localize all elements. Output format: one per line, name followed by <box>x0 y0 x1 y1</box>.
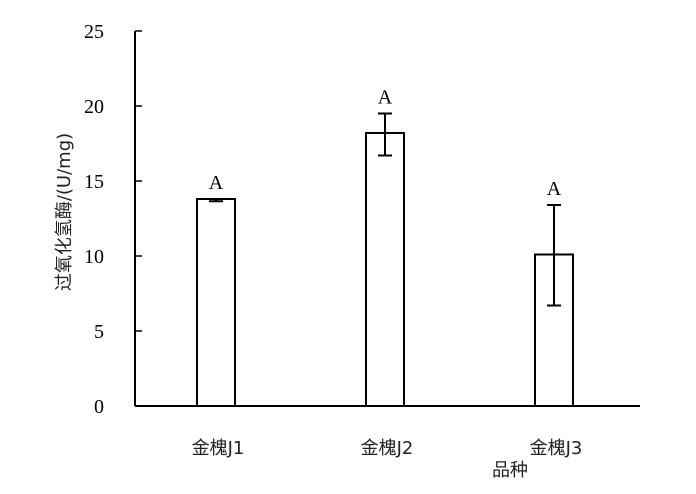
y-axis-label: 过氧化氢酶/(U/mg) <box>54 133 75 291</box>
x-tick-label: 金槐J1 <box>192 438 245 459</box>
y-tick-label: 0 <box>94 396 104 418</box>
x-tick-label: 金槐J2 <box>361 438 414 459</box>
bar <box>534 253 574 407</box>
x-axis-label: 品种 <box>492 460 528 481</box>
bar <box>365 132 405 407</box>
y-axis-ticks: 0 5 10 15 20 25 <box>84 21 142 418</box>
y-tick-label: 20 <box>84 96 104 118</box>
significance-label: A <box>547 178 562 200</box>
bar <box>196 198 236 407</box>
significance-label: A <box>209 172 224 194</box>
x-tick-label: 金槐J3 <box>530 438 583 459</box>
x-tick-labels: 金槐J1 金槐J2 金槐J3 <box>192 438 583 459</box>
significance-label: A <box>378 87 393 109</box>
y-tick-label: 5 <box>94 321 104 343</box>
bars-group: A A A <box>196 87 574 407</box>
y-tick-label: 10 <box>84 246 104 268</box>
y-tick-label: 25 <box>84 21 104 43</box>
y-tick-label: 15 <box>84 171 104 193</box>
